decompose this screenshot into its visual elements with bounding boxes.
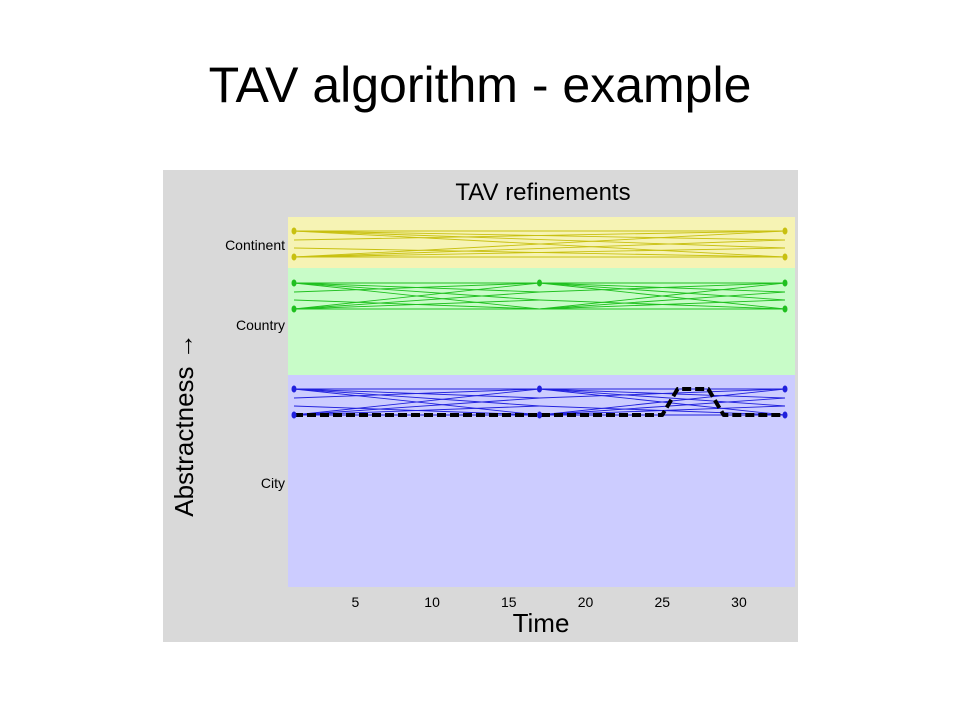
country-node bbox=[291, 279, 297, 287]
continent-edge-cross bbox=[293, 239, 786, 258]
country-node bbox=[782, 279, 788, 287]
x-tick-15: 15 bbox=[501, 594, 517, 610]
country-edge-cross bbox=[293, 282, 540, 301]
city-edge-cross bbox=[293, 397, 540, 416]
city-edge-cross bbox=[539, 405, 786, 416]
country-edge-cross bbox=[293, 299, 540, 310]
tav-figure: TAV refinements Continent Country City A… bbox=[163, 170, 798, 642]
city-edge-cross bbox=[539, 388, 786, 407]
city-node bbox=[782, 385, 788, 393]
country-edge-cross bbox=[539, 282, 786, 293]
continent-node bbox=[291, 253, 297, 261]
country-edge-cross bbox=[539, 282, 786, 310]
country-edge-cross bbox=[293, 291, 540, 310]
x-tick-25: 25 bbox=[654, 594, 670, 610]
city-edge-cross bbox=[539, 388, 786, 399]
figure-title: TAV refinements bbox=[455, 179, 630, 206]
band-city bbox=[288, 375, 795, 587]
highlighted-path bbox=[294, 387, 785, 417]
city-edge-cross bbox=[293, 388, 540, 399]
city-edge-cross bbox=[293, 405, 540, 416]
band-label-city: City bbox=[261, 475, 285, 491]
x-tick-10: 10 bbox=[424, 594, 440, 610]
country-node bbox=[782, 305, 788, 313]
city-edge-cross bbox=[293, 388, 540, 407]
country-edge-cross bbox=[539, 282, 786, 301]
continent-edge-cross bbox=[293, 230, 786, 258]
country-edge-cross bbox=[539, 299, 786, 310]
x-tick-5: 5 bbox=[351, 594, 359, 610]
y-axis-label: Abstractness → bbox=[169, 333, 199, 517]
country-edge-cross bbox=[293, 282, 540, 293]
city-node bbox=[291, 411, 297, 419]
city-edge-cross bbox=[293, 388, 540, 416]
city-node bbox=[291, 385, 297, 393]
band-label-continent: Continent bbox=[225, 237, 285, 253]
tav-refinements-diagram: TAV refinements Continent Country City A… bbox=[169, 179, 795, 638]
slide-title: TAV algorithm - example bbox=[208, 57, 752, 113]
country-edge-cross bbox=[539, 291, 786, 310]
band-label-country: Country bbox=[236, 317, 285, 333]
country-node bbox=[291, 305, 297, 313]
x-tick-20: 20 bbox=[578, 594, 594, 610]
continent-node bbox=[291, 227, 297, 235]
x-tick-30: 30 bbox=[731, 594, 747, 610]
country-node bbox=[537, 279, 542, 287]
continent-node bbox=[782, 253, 788, 261]
x-axis-label: Time bbox=[513, 608, 570, 638]
city-node bbox=[537, 411, 542, 419]
refinement-nodes bbox=[291, 227, 788, 419]
x-tick-labels: 5 10 15 20 25 30 bbox=[351, 594, 746, 610]
continent-edge-cross bbox=[293, 230, 786, 241]
continent-edge-cross bbox=[293, 230, 786, 249]
city-node bbox=[537, 385, 542, 393]
city-edge-cross bbox=[539, 397, 786, 416]
city-node bbox=[782, 411, 788, 419]
continent-node bbox=[782, 227, 788, 235]
city-edge-cross bbox=[539, 388, 786, 416]
country-edge-cross bbox=[293, 282, 540, 310]
continent-edge-cross bbox=[293, 247, 786, 258]
